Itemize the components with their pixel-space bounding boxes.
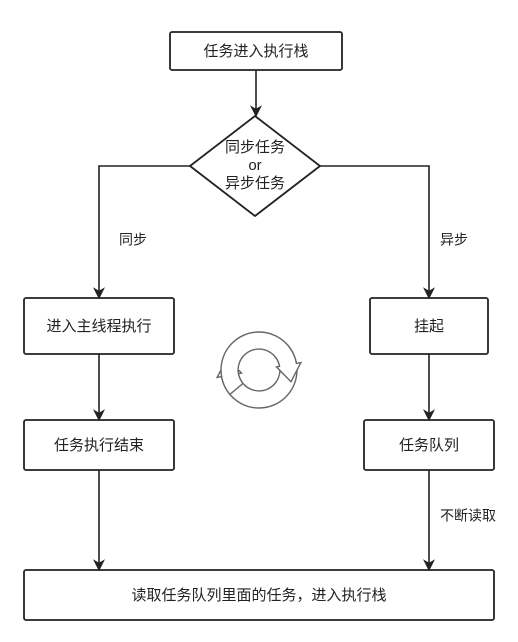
node-syncEnd: 任务执行结束 [24,420,174,470]
edge-label-e3: 异步 [440,232,468,248]
node-start: 任务进入执行栈 [170,32,342,70]
node-read: 读取任务队列里面的任务，进入执行栈 [24,570,494,620]
node-label-read: 读取任务队列里面的任务，进入执行栈 [131,587,386,604]
node-label-decide-1: or [248,157,261,174]
node-label-queue: 任务队列 [399,437,459,454]
node-label-syncEnd: 任务执行结束 [54,437,144,454]
node-syncRun: 进入主线程执行 [24,298,174,354]
node-decide: 同步任务or异步任务 [190,116,320,216]
flowchart-canvas: 任务进入执行栈同步任务or异步任务进入主线程执行挂起任务执行结束任务队列读取任务… [0,0,518,642]
node-label-suspend: 挂起 [414,318,444,335]
node-queue: 任务队列 [364,420,494,470]
edge-label-e2: 同步 [119,232,147,248]
node-suspend: 挂起 [370,298,488,354]
node-label-decide-0: 同步任务 [225,139,285,156]
node-label-syncRun: 进入主线程执行 [46,318,151,335]
node-label-start: 任务进入执行栈 [203,43,308,60]
edge-label-e7: 不断读取 [440,508,496,524]
edge-e3 [320,166,429,298]
cycle-icon [217,332,301,408]
node-label-decide-2: 异步任务 [225,175,285,192]
